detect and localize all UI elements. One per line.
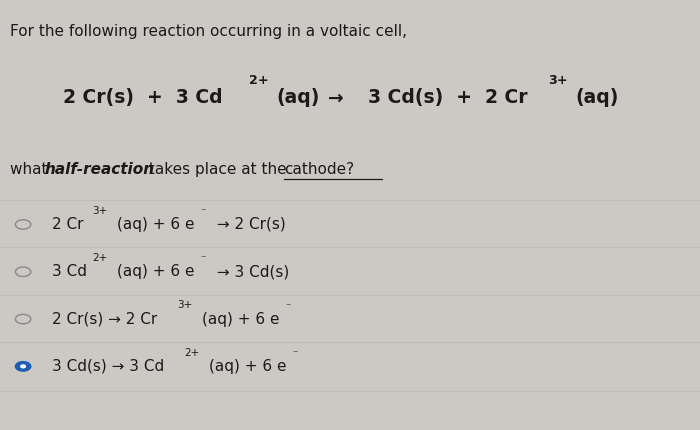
Text: → 2 Cr(s): → 2 Cr(s) — [212, 217, 286, 232]
Text: 3+: 3+ — [92, 206, 108, 216]
Text: →: → — [328, 88, 344, 107]
Text: what: what — [10, 163, 52, 177]
Text: takes place at the: takes place at the — [144, 163, 291, 177]
Text: (aq): (aq) — [575, 88, 619, 107]
Text: 2 Cr: 2 Cr — [52, 217, 84, 232]
Text: ⁻: ⁻ — [285, 302, 290, 312]
Text: 3+: 3+ — [177, 300, 192, 310]
Text: 3 Cd(s) → 3 Cd: 3 Cd(s) → 3 Cd — [52, 359, 164, 374]
Text: 3 Cd: 3 Cd — [52, 264, 88, 279]
Text: (aq) + 6 e: (aq) + 6 e — [209, 359, 286, 374]
Text: (aq) + 6 e: (aq) + 6 e — [117, 217, 195, 232]
Text: ⁻: ⁻ — [292, 349, 298, 359]
Text: ⁻: ⁻ — [200, 207, 206, 218]
Text: ⁻: ⁻ — [200, 255, 206, 265]
Text: 2+: 2+ — [248, 74, 268, 87]
Circle shape — [21, 365, 25, 368]
Text: 2+: 2+ — [92, 253, 108, 263]
Text: → 3 Cd(s): → 3 Cd(s) — [212, 264, 289, 279]
Text: (aq) + 6 e: (aq) + 6 e — [202, 312, 279, 326]
Text: 2+: 2+ — [184, 347, 199, 358]
Text: (aq) + 6 e: (aq) + 6 e — [117, 264, 195, 279]
Text: 2 Cr(s)  +  3 Cd: 2 Cr(s) + 3 Cd — [63, 88, 223, 107]
Circle shape — [15, 362, 31, 371]
Text: For the following reaction occurring in a voltaic cell,: For the following reaction occurring in … — [10, 24, 407, 39]
Text: 2 Cr(s) → 2 Cr: 2 Cr(s) → 2 Cr — [52, 312, 158, 326]
Text: (aq): (aq) — [276, 88, 320, 107]
Text: 3+: 3+ — [548, 74, 568, 87]
Text: cathode?: cathode? — [284, 163, 354, 177]
Text: 3 Cd(s)  +  2 Cr: 3 Cd(s) + 2 Cr — [368, 88, 527, 107]
Text: half-reaction: half-reaction — [45, 163, 155, 177]
